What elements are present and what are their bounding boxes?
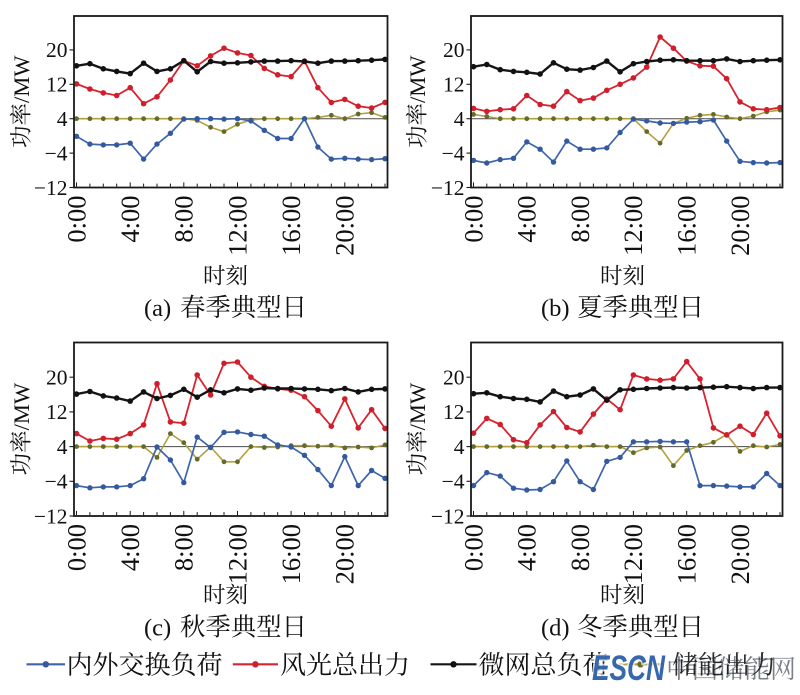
svg-text:−12: −12 [431,504,465,528]
svg-text:ESCN: ESCN [592,648,666,688]
svg-text:−12: −12 [34,176,68,200]
svg-text:−4: −4 [45,470,68,494]
svg-text:ESCN: ESCN [592,648,666,688]
svg-text:0:00: 0:00 [61,524,91,571]
svg-text:8:00: 8:00 [565,524,595,571]
svg-text:4: 4 [57,107,68,131]
svg-text:4:00: 4:00 [512,196,542,243]
svg-text:16:00: 16:00 [276,196,306,256]
svg-text:4:00: 4:00 [512,524,542,571]
svg-text:/MW: /MW [405,382,430,430]
svg-text:12: 12 [443,400,465,424]
svg-text:16:00: 16:00 [672,524,702,584]
svg-text:20:00: 20:00 [330,524,360,584]
svg-text:4: 4 [57,435,68,459]
svg-text:/MW: /MW [9,382,34,430]
svg-text:12:00: 12:00 [618,196,648,256]
svg-text:0:00: 0:00 [61,196,91,243]
svg-text:20: 20 [46,38,68,62]
svg-text:(a): (a) [144,295,171,322]
svg-text:−4: −4 [45,141,68,165]
svg-text:4: 4 [454,107,465,131]
svg-text:(d): (d) [541,615,570,642]
svg-text:−12: −12 [34,504,68,528]
svg-text:20: 20 [443,38,465,62]
svg-text:/MW: /MW [9,55,34,103]
svg-text:16:00: 16:00 [672,196,702,256]
svg-text:0:00: 0:00 [458,524,488,571]
svg-text:4:00: 4:00 [115,196,145,243]
svg-text:8:00: 8:00 [169,524,199,571]
svg-text:12:00: 12:00 [222,195,252,255]
svg-text:(b): (b) [541,295,570,322]
svg-text:−4: −4 [442,470,465,494]
svg-text:(c): (c) [144,615,171,642]
svg-text:8:00: 8:00 [169,196,199,243]
svg-text:20: 20 [443,366,465,390]
svg-text:16:00: 16:00 [276,524,306,584]
svg-text:4:00: 4:00 [115,524,145,571]
svg-text:12: 12 [46,400,68,424]
svg-text:−4: −4 [442,141,465,165]
svg-text:12: 12 [46,73,68,97]
svg-text:8:00: 8:00 [565,196,595,243]
svg-text:4: 4 [454,435,465,459]
svg-text:20:00: 20:00 [725,524,755,584]
svg-text:0:00: 0:00 [458,196,488,243]
svg-text:20:00: 20:00 [330,196,360,256]
svg-text:12:00: 12:00 [618,524,648,584]
svg-text:/MW: /MW [405,55,430,103]
svg-text:20:00: 20:00 [725,196,755,256]
svg-text:12:00: 12:00 [222,524,252,584]
svg-text:20: 20 [46,366,68,390]
svg-text:12: 12 [443,73,465,97]
svg-text:−12: −12 [431,176,465,200]
